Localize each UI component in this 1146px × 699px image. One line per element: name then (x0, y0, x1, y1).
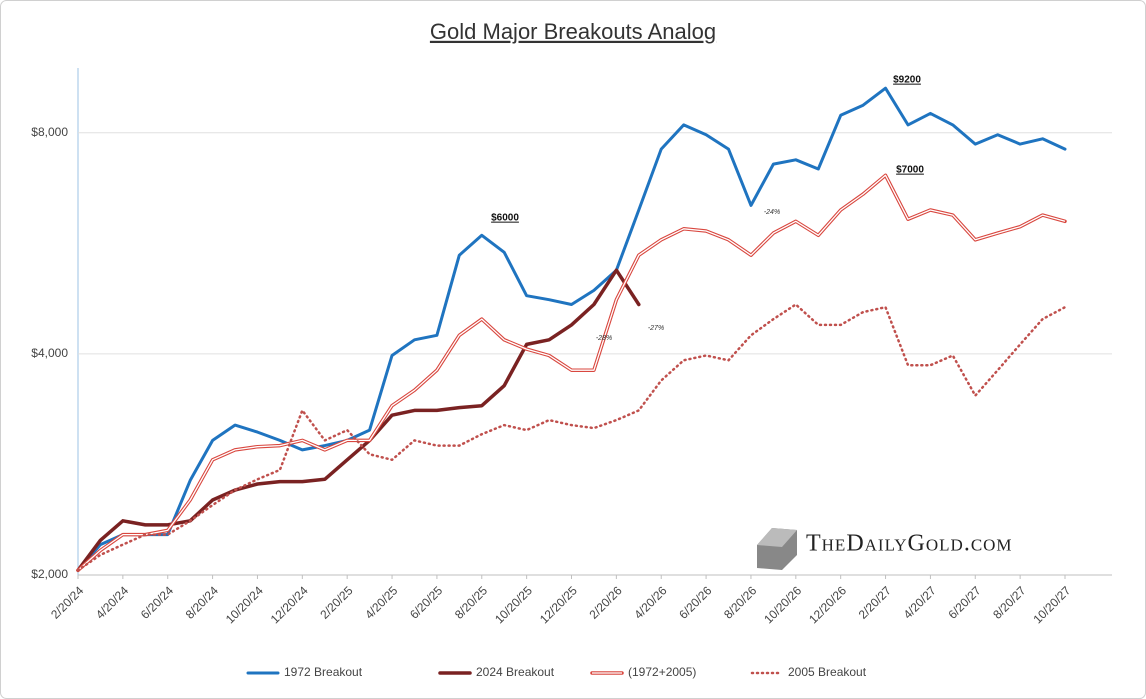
chart-title: Gold Major Breakouts Analog (430, 19, 716, 44)
y-tick-label: $2,000 (31, 567, 68, 581)
series-line (76, 303, 1067, 572)
legend-label: 1972 Breakout (284, 665, 363, 679)
logo: TheDailyGold.com (757, 528, 1013, 570)
y-tick-label: $4,000 (31, 346, 68, 360)
logo-text: TheDailyGold.com (806, 531, 1013, 557)
legend-label: 2024 Breakout (476, 665, 555, 679)
annotation: $7000 (896, 165, 924, 176)
annotation: $9200 (893, 75, 921, 86)
annotation: -28% (596, 335, 612, 342)
series-line (76, 86, 1067, 572)
annotation: -27% (648, 325, 664, 332)
y-tick-label: $8,000 (31, 125, 68, 139)
series-line-inner (77, 174, 1066, 571)
legend-label: 2005 Breakout (788, 665, 867, 679)
annotation: -24% (764, 209, 780, 216)
logo-icon-top (757, 528, 797, 547)
annotation: $6000 (491, 213, 519, 224)
legend-label: (1972+2005) (628, 665, 696, 679)
